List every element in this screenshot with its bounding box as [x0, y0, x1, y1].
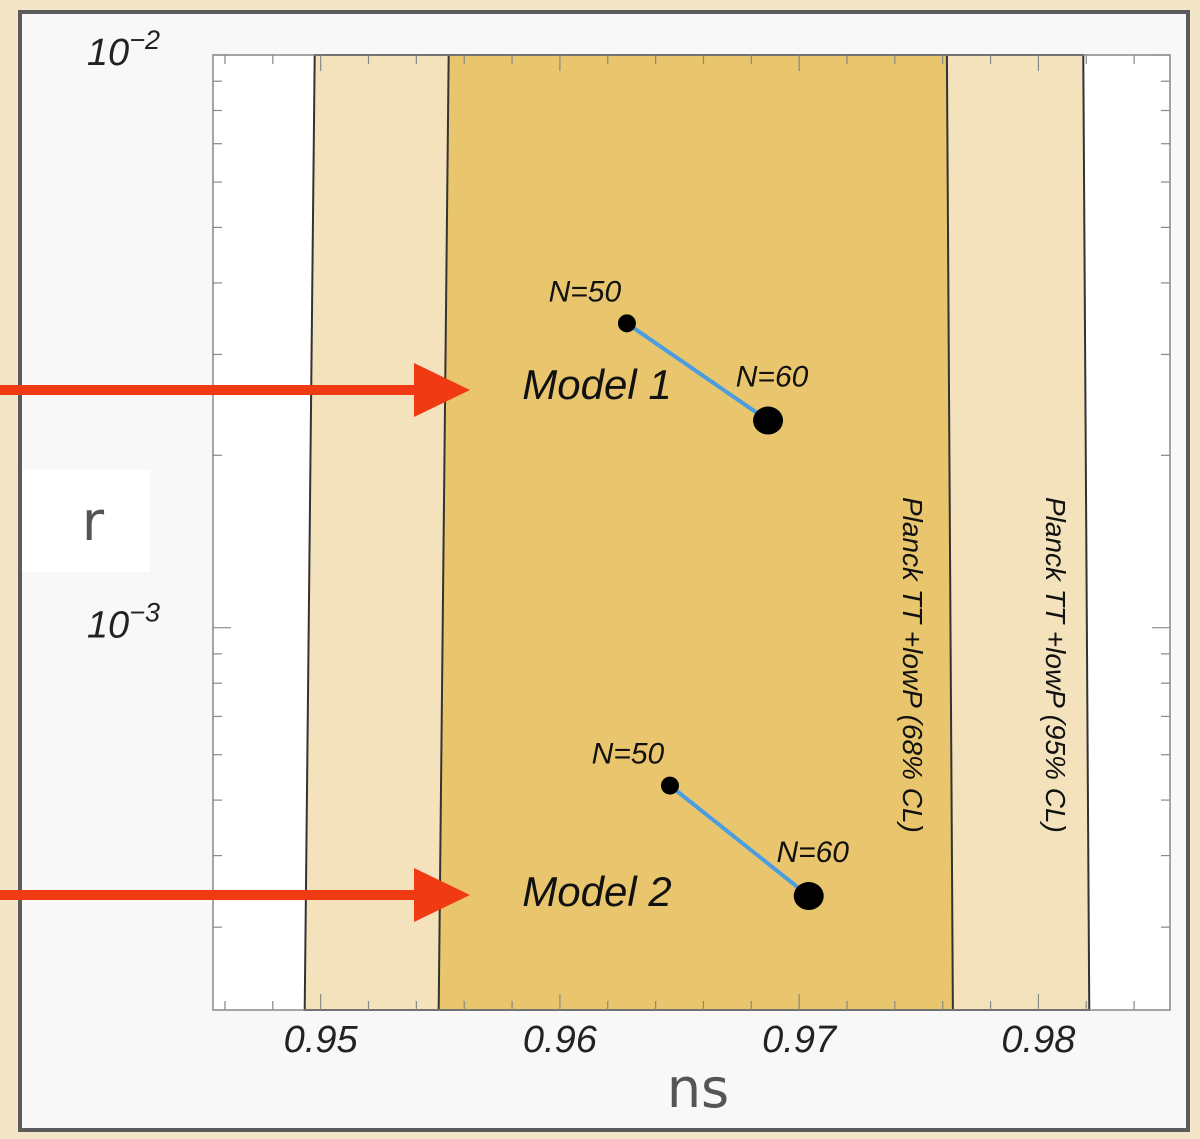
- band-label-95cl: Planck TT +lowP (95% CL): [1040, 497, 1071, 833]
- band-label-68cl: Planck TT +lowP (68% CL): [897, 497, 928, 833]
- plot-area: Planck TT +lowP (95% CL) Planck TT +lowP …: [0, 25, 1171, 1061]
- arrow-head-2: [414, 868, 470, 922]
- point-label-n60: N=60: [776, 836, 849, 869]
- series-line-model-2: [668, 784, 810, 898]
- y-tick-label: 10−2: [87, 25, 160, 74]
- x-axis-title: ns: [667, 1057, 729, 1120]
- arrow-shaft-1: [0, 385, 420, 395]
- point-label-n60: N=60: [736, 361, 809, 394]
- series-line-model-1: [625, 321, 770, 423]
- data-point-n60: [753, 406, 784, 435]
- model-label-2: Model 2: [522, 868, 671, 915]
- x-tick-label: 0.95: [284, 1019, 359, 1061]
- ylabel-box: [22, 470, 150, 572]
- data-point-n60: [793, 882, 824, 911]
- plot-frame: [212, 54, 1171, 1011]
- data-point-n50: [617, 314, 636, 333]
- x-tick-label: 0.96: [523, 1019, 598, 1061]
- model-label-1: Model 1: [522, 361, 671, 408]
- y-tick-label: 10−3: [87, 598, 160, 647]
- x-tick-label: 0.97: [762, 1019, 838, 1061]
- arrow-head-1: [414, 363, 470, 417]
- x-tick-label: 0.98: [1001, 1019, 1075, 1061]
- band-68cl: [437, 54, 954, 1011]
- point-label-n50: N=50: [549, 275, 622, 308]
- data-point-n50: [660, 776, 679, 795]
- arrow-shaft-2: [0, 890, 420, 900]
- y-axis-title: r: [82, 490, 105, 553]
- point-label-n50: N=50: [592, 738, 665, 771]
